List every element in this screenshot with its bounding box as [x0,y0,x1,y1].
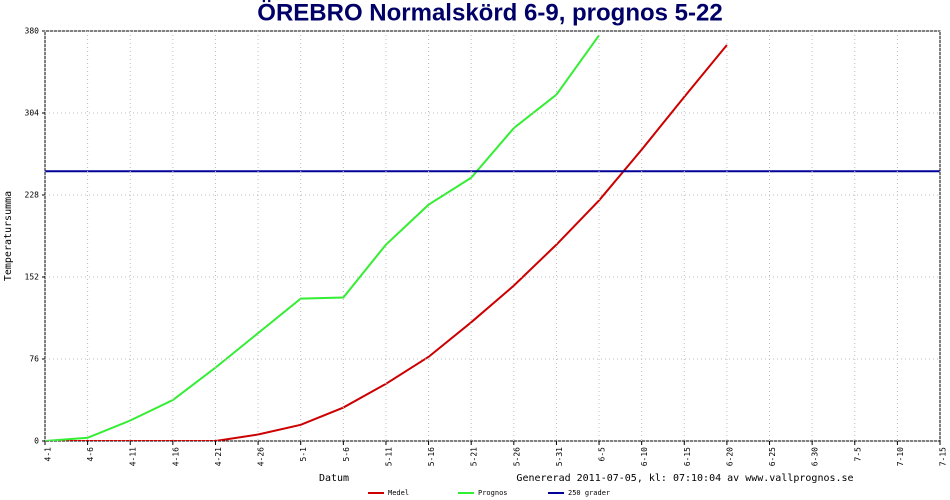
x-tick-label: 4-6 [86,447,95,462]
x-tick-label: 7-15 [939,447,948,466]
x-tick-label: 6-20 [725,447,734,466]
x-tick-label: 5-21 [470,447,479,466]
x-tick-label: 4-26 [257,447,266,466]
chart-title: ÖREBRO Normalskörd 6-9, prognos 5-22 [257,0,722,26]
x-tick-label: 6-5 [598,447,607,462]
x-tick-label: 5-16 [427,447,436,466]
y-tick-label: 76 [29,355,39,364]
plot-area [44,30,941,442]
y-tick-label: 0 [34,437,39,446]
x-tick-label: 6-15 [683,447,692,466]
x-tick-label: 6-30 [811,447,820,466]
x-tick-label: 5-6 [342,447,351,462]
x-tick-label: 7-10 [896,447,905,466]
footnote: Genererad 2011-07-05, kl: 07:10:04 av ww… [516,473,853,484]
series-line [45,34,600,441]
legend-label: 250 grader [568,489,610,497]
x-tick-label: 4-21 [214,447,223,466]
x-tick-label: 5-31 [555,447,564,466]
x-tick-label: 4-16 [171,447,180,466]
x-tick-label: 4-1 [44,447,53,462]
y-tick-label: 152 [25,273,40,282]
x-axis-label: Datum [319,473,349,484]
x-tick-label: 7-5 [853,447,862,462]
x-tick-label: 5-26 [512,447,521,466]
y-axis-label: Temperatursumma [3,191,14,281]
x-tick-label: 5-11 [384,447,393,466]
x-tick-label: 6-25 [768,447,777,466]
x-tick-label: 6-10 [640,447,649,466]
legend-label: Prognos [478,489,508,497]
y-tick-label: 304 [25,109,40,118]
x-tick-label: 4-11 [129,447,138,466]
x-tick-label: 5-1 [299,447,308,462]
y-tick-label: 228 [25,191,40,200]
legend-label: Medel [388,489,409,497]
y-tick-label: 380 [25,27,40,36]
